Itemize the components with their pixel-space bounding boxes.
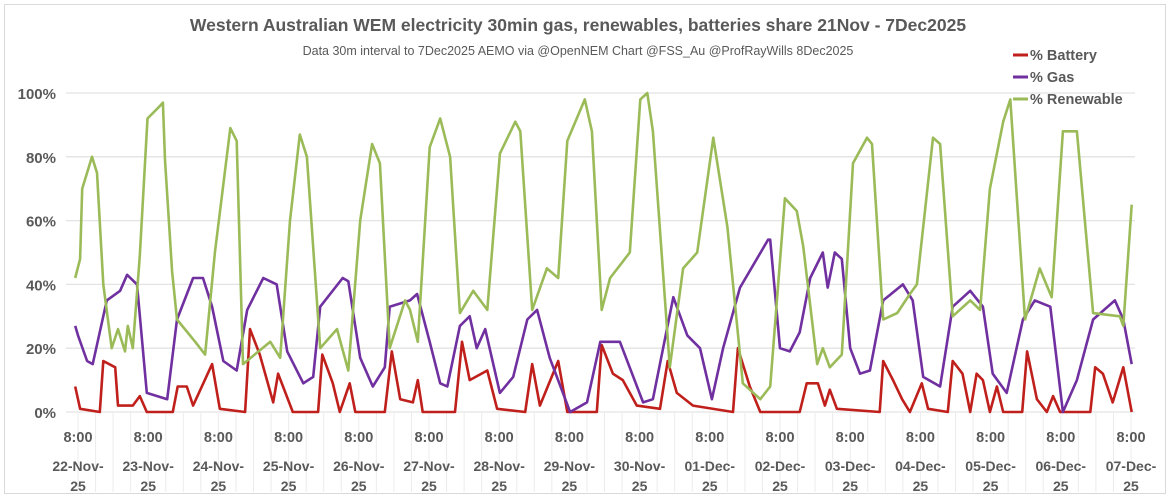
x-axis-gridlines [77, 412, 1132, 492]
x-tick-date: 05-Dec- [965, 458, 1016, 474]
x-tick-date: 01-Dec- [685, 458, 736, 474]
y-tick-label: 20% [26, 341, 56, 358]
x-tick-date: 26-Nov- [333, 458, 385, 474]
x-tick-year: 25 [351, 478, 367, 494]
y-tick-label: 80% [26, 150, 56, 167]
legend-label: % Renewable [1030, 92, 1123, 108]
x-tick-year: 25 [70, 478, 86, 494]
series-line-renewable [73, 91, 1133, 401]
x-tick-year: 25 [1053, 478, 1069, 494]
x-tick-date: 29-Nov- [544, 458, 596, 474]
y-tick-label: 100% [18, 86, 56, 103]
chart-border [4, 4, 1166, 494]
legend: % Battery % Gas % Renewable [1013, 48, 1123, 108]
x-tick-time: 8:00 [765, 430, 794, 446]
x-tick-time: 8:00 [1116, 430, 1145, 446]
y-axis-ticks: 0% 20% 40% 60% 80% 100% [18, 86, 56, 422]
series-line-battery [73, 327, 1133, 414]
x-tick-year: 25 [281, 478, 297, 494]
x-tick-time: 8:00 [485, 430, 514, 446]
chart-subtitle: Data 30m interval to 7Dec2025 AEMO via @… [303, 44, 854, 58]
x-tick-date: 24-Nov- [193, 458, 245, 474]
x-tick-time: 8:00 [976, 430, 1005, 446]
x-tick-year: 25 [1123, 478, 1139, 494]
x-tick-year: 25 [842, 478, 858, 494]
x-tick-date: 07-Dec- [1106, 458, 1157, 474]
x-tick-date: 22-Nov- [52, 458, 104, 474]
x-tick-time: 8:00 [836, 430, 865, 446]
gridlines [66, 92, 1135, 413]
x-tick-year: 25 [913, 478, 929, 494]
x-tick-year: 25 [983, 478, 999, 494]
x-tick-date: 30-Nov- [614, 458, 666, 474]
x-tick-year: 25 [491, 478, 507, 494]
x-tick-year: 25 [702, 478, 718, 494]
x-tick-year: 25 [211, 478, 227, 494]
legend-label: % Gas [1030, 70, 1074, 86]
legend-label: % Battery [1030, 48, 1097, 64]
x-tick-date: 27-Nov- [403, 458, 455, 474]
x-axis-ticks: 8:00 22-Nov- 25 8:00 23-Nov- 25 8:00 24-Nov- 25 8… [52, 430, 1156, 494]
x-tick-date: 04-Dec- [895, 458, 946, 474]
x-tick-date: 02-Dec- [755, 458, 806, 474]
x-tick-time: 8:00 [63, 430, 92, 446]
x-tick-time: 8:00 [906, 430, 935, 446]
y-tick-label: 0% [34, 405, 56, 422]
series-lines [73, 91, 1133, 414]
x-tick-time: 8:00 [204, 430, 233, 446]
x-tick-year: 25 [772, 478, 788, 494]
x-tick-time: 8:00 [274, 430, 303, 446]
x-tick-time: 8:00 [134, 430, 163, 446]
chart-title: Western Australian WEM electricity 30min… [190, 15, 966, 35]
x-tick-time: 8:00 [344, 430, 373, 446]
x-tick-year: 25 [562, 478, 578, 494]
x-tick-date: 28-Nov- [474, 458, 526, 474]
y-tick-label: 60% [26, 214, 56, 231]
series-line-gas [73, 238, 1133, 414]
x-tick-date: 25-Nov- [263, 458, 315, 474]
x-tick-time: 8:00 [695, 430, 724, 446]
x-tick-year: 25 [140, 478, 156, 494]
x-tick-time: 8:00 [625, 430, 654, 446]
x-tick-year: 25 [632, 478, 648, 494]
x-tick-year: 25 [421, 478, 437, 494]
x-tick-date: 06-Dec- [1036, 458, 1087, 474]
x-tick-date: 03-Dec- [825, 458, 876, 474]
x-tick-time: 8:00 [1046, 430, 1075, 446]
x-tick-time: 8:00 [414, 430, 443, 446]
y-tick-label: 40% [26, 277, 56, 294]
x-tick-date: 23-Nov- [123, 458, 175, 474]
x-tick-time: 8:00 [555, 430, 584, 446]
